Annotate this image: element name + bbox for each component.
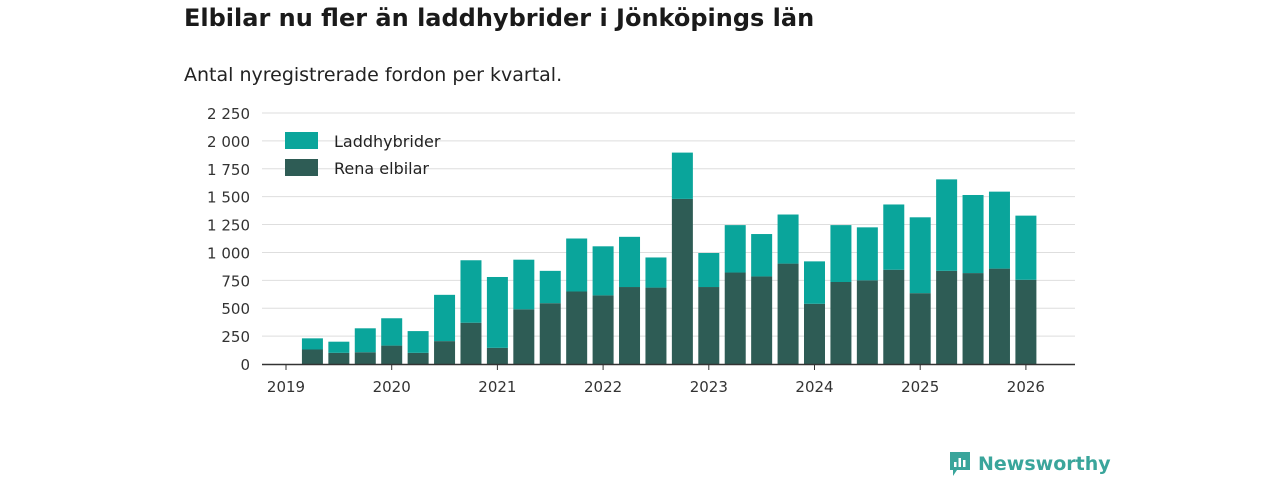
bar-laddhybrider — [460, 260, 482, 323]
y-tick-label: 1 500 — [207, 189, 250, 207]
x-tick-label: 2025 — [901, 378, 939, 396]
bar-laddhybrider — [539, 270, 561, 304]
bar-rena-elbilar — [883, 269, 905, 364]
bar-rena-elbilar — [856, 280, 878, 364]
bar-laddhybrider — [645, 257, 667, 288]
y-tick-label: 1 750 — [207, 161, 250, 179]
y-tick-label: 250 — [221, 328, 250, 346]
y-tick-label: 0 — [240, 356, 250, 374]
bar-rena-elbilar — [724, 272, 746, 364]
bar-rena-elbilar — [328, 352, 350, 364]
bar-laddhybrider — [301, 338, 323, 350]
bar-rena-elbilar — [804, 303, 825, 364]
bar-rena-elbilar — [566, 291, 588, 364]
bar-rena-elbilar — [936, 270, 958, 364]
bar-rena-elbilar — [486, 347, 508, 364]
y-tick-label: 1 250 — [207, 217, 250, 235]
bar-laddhybrider — [566, 238, 588, 292]
y-tick-label: 2 250 — [207, 105, 250, 123]
bar-laddhybrider — [434, 294, 456, 342]
bar-laddhybrider — [988, 191, 1010, 269]
bar-rena-elbilar — [301, 349, 323, 364]
x-tick-label: 2023 — [690, 378, 728, 396]
bar-rena-elbilar — [671, 198, 693, 364]
y-axis-ticks: 0 250 500 750 1 000 1 250 1 500 1 750 2 000 2 250 — [207, 105, 250, 374]
x-tick-label: 2022 — [584, 378, 622, 396]
bar-laddhybrider — [962, 194, 984, 274]
y-tick-label: 2 000 — [207, 133, 250, 151]
bar-rena-elbilar — [354, 352, 376, 364]
bar-laddhybrider — [724, 225, 746, 273]
bar-laddhybrider — [698, 253, 720, 288]
bars — [301, 152, 1037, 364]
brand: Newsworthy — [948, 450, 1111, 478]
bar-rena-elbilar — [434, 341, 456, 364]
bar-rena-elbilar — [460, 322, 482, 364]
x-tick-label: 2019 — [267, 378, 305, 396]
chart-title: Elbilar nu fler än laddhybrider i Jönköp… — [184, 4, 815, 32]
bar-laddhybrider — [354, 328, 376, 353]
bar-rena-elbilar — [777, 263, 799, 364]
bar-laddhybrider — [909, 217, 931, 294]
bar-laddhybrider — [592, 246, 614, 296]
bar-laddhybrider — [486, 276, 508, 348]
chart-subtitle: Antal nyregistrerade fordon per kvartal. — [184, 64, 563, 86]
bar-rena-elbilar — [407, 352, 429, 364]
bar-rena-elbilar — [539, 303, 561, 364]
y-tick-label: 1 000 — [207, 244, 250, 262]
x-tick-label: 2026 — [1007, 378, 1045, 396]
x-axis-ticks: 2019 2020 2021 2022 2023 2024 2025 2026 — [267, 364, 1045, 396]
x-tick-label: 2020 — [373, 378, 411, 396]
legend-label: Laddhybrider — [334, 132, 441, 151]
legend: Laddhybrider Rena elbilar — [285, 132, 441, 178]
bar-rena-elbilar — [1015, 279, 1037, 364]
x-tick-label: 2024 — [795, 378, 833, 396]
bar-laddhybrider — [883, 204, 905, 270]
bar-laddhybrider — [671, 152, 693, 199]
bar-rena-elbilar — [751, 276, 773, 364]
bar-rena-elbilar — [381, 345, 403, 364]
bar-rena-elbilar — [645, 287, 667, 364]
bar-rena-elbilar — [830, 282, 852, 364]
x-tick-label: 2021 — [478, 378, 516, 396]
bar-laddhybrider — [328, 341, 350, 353]
bar-rena-elbilar — [962, 273, 984, 364]
bar-laddhybrider — [777, 214, 799, 264]
bar-rena-elbilar — [698, 287, 720, 364]
brand-name: Newsworthy — [978, 453, 1111, 475]
bar-laddhybrider — [751, 234, 773, 277]
y-tick-label: 500 — [221, 300, 250, 318]
bar-laddhybrider — [513, 259, 535, 310]
bar-laddhybrider — [1015, 215, 1037, 280]
bar-rena-elbilar — [513, 309, 535, 364]
stacked-bar-chart: 0 250 500 750 1 000 1 250 1 500 1 750 2 000 2 250… — [207, 105, 1075, 396]
bar-rena-elbilar — [592, 295, 614, 364]
legend-swatch — [285, 132, 318, 149]
newsworthy-logo-icon — [950, 452, 970, 476]
bar-laddhybrider — [381, 318, 403, 346]
bar-laddhybrider — [619, 236, 641, 288]
bar-laddhybrider — [936, 179, 958, 271]
bar-laddhybrider — [804, 261, 825, 304]
bar-laddhybrider — [830, 225, 852, 283]
bar-rena-elbilar — [619, 287, 641, 364]
legend-label: Rena elbilar — [334, 159, 429, 178]
bar-laddhybrider — [407, 331, 429, 353]
bar-rena-elbilar — [988, 268, 1010, 364]
bar-rena-elbilar — [909, 293, 931, 364]
y-tick-label: 750 — [221, 272, 250, 290]
bar-laddhybrider — [856, 227, 878, 281]
legend-swatch — [285, 159, 318, 176]
